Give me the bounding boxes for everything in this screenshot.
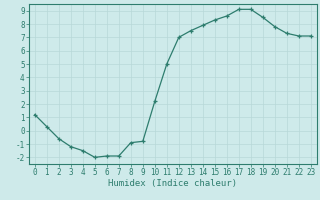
X-axis label: Humidex (Indice chaleur): Humidex (Indice chaleur) <box>108 179 237 188</box>
